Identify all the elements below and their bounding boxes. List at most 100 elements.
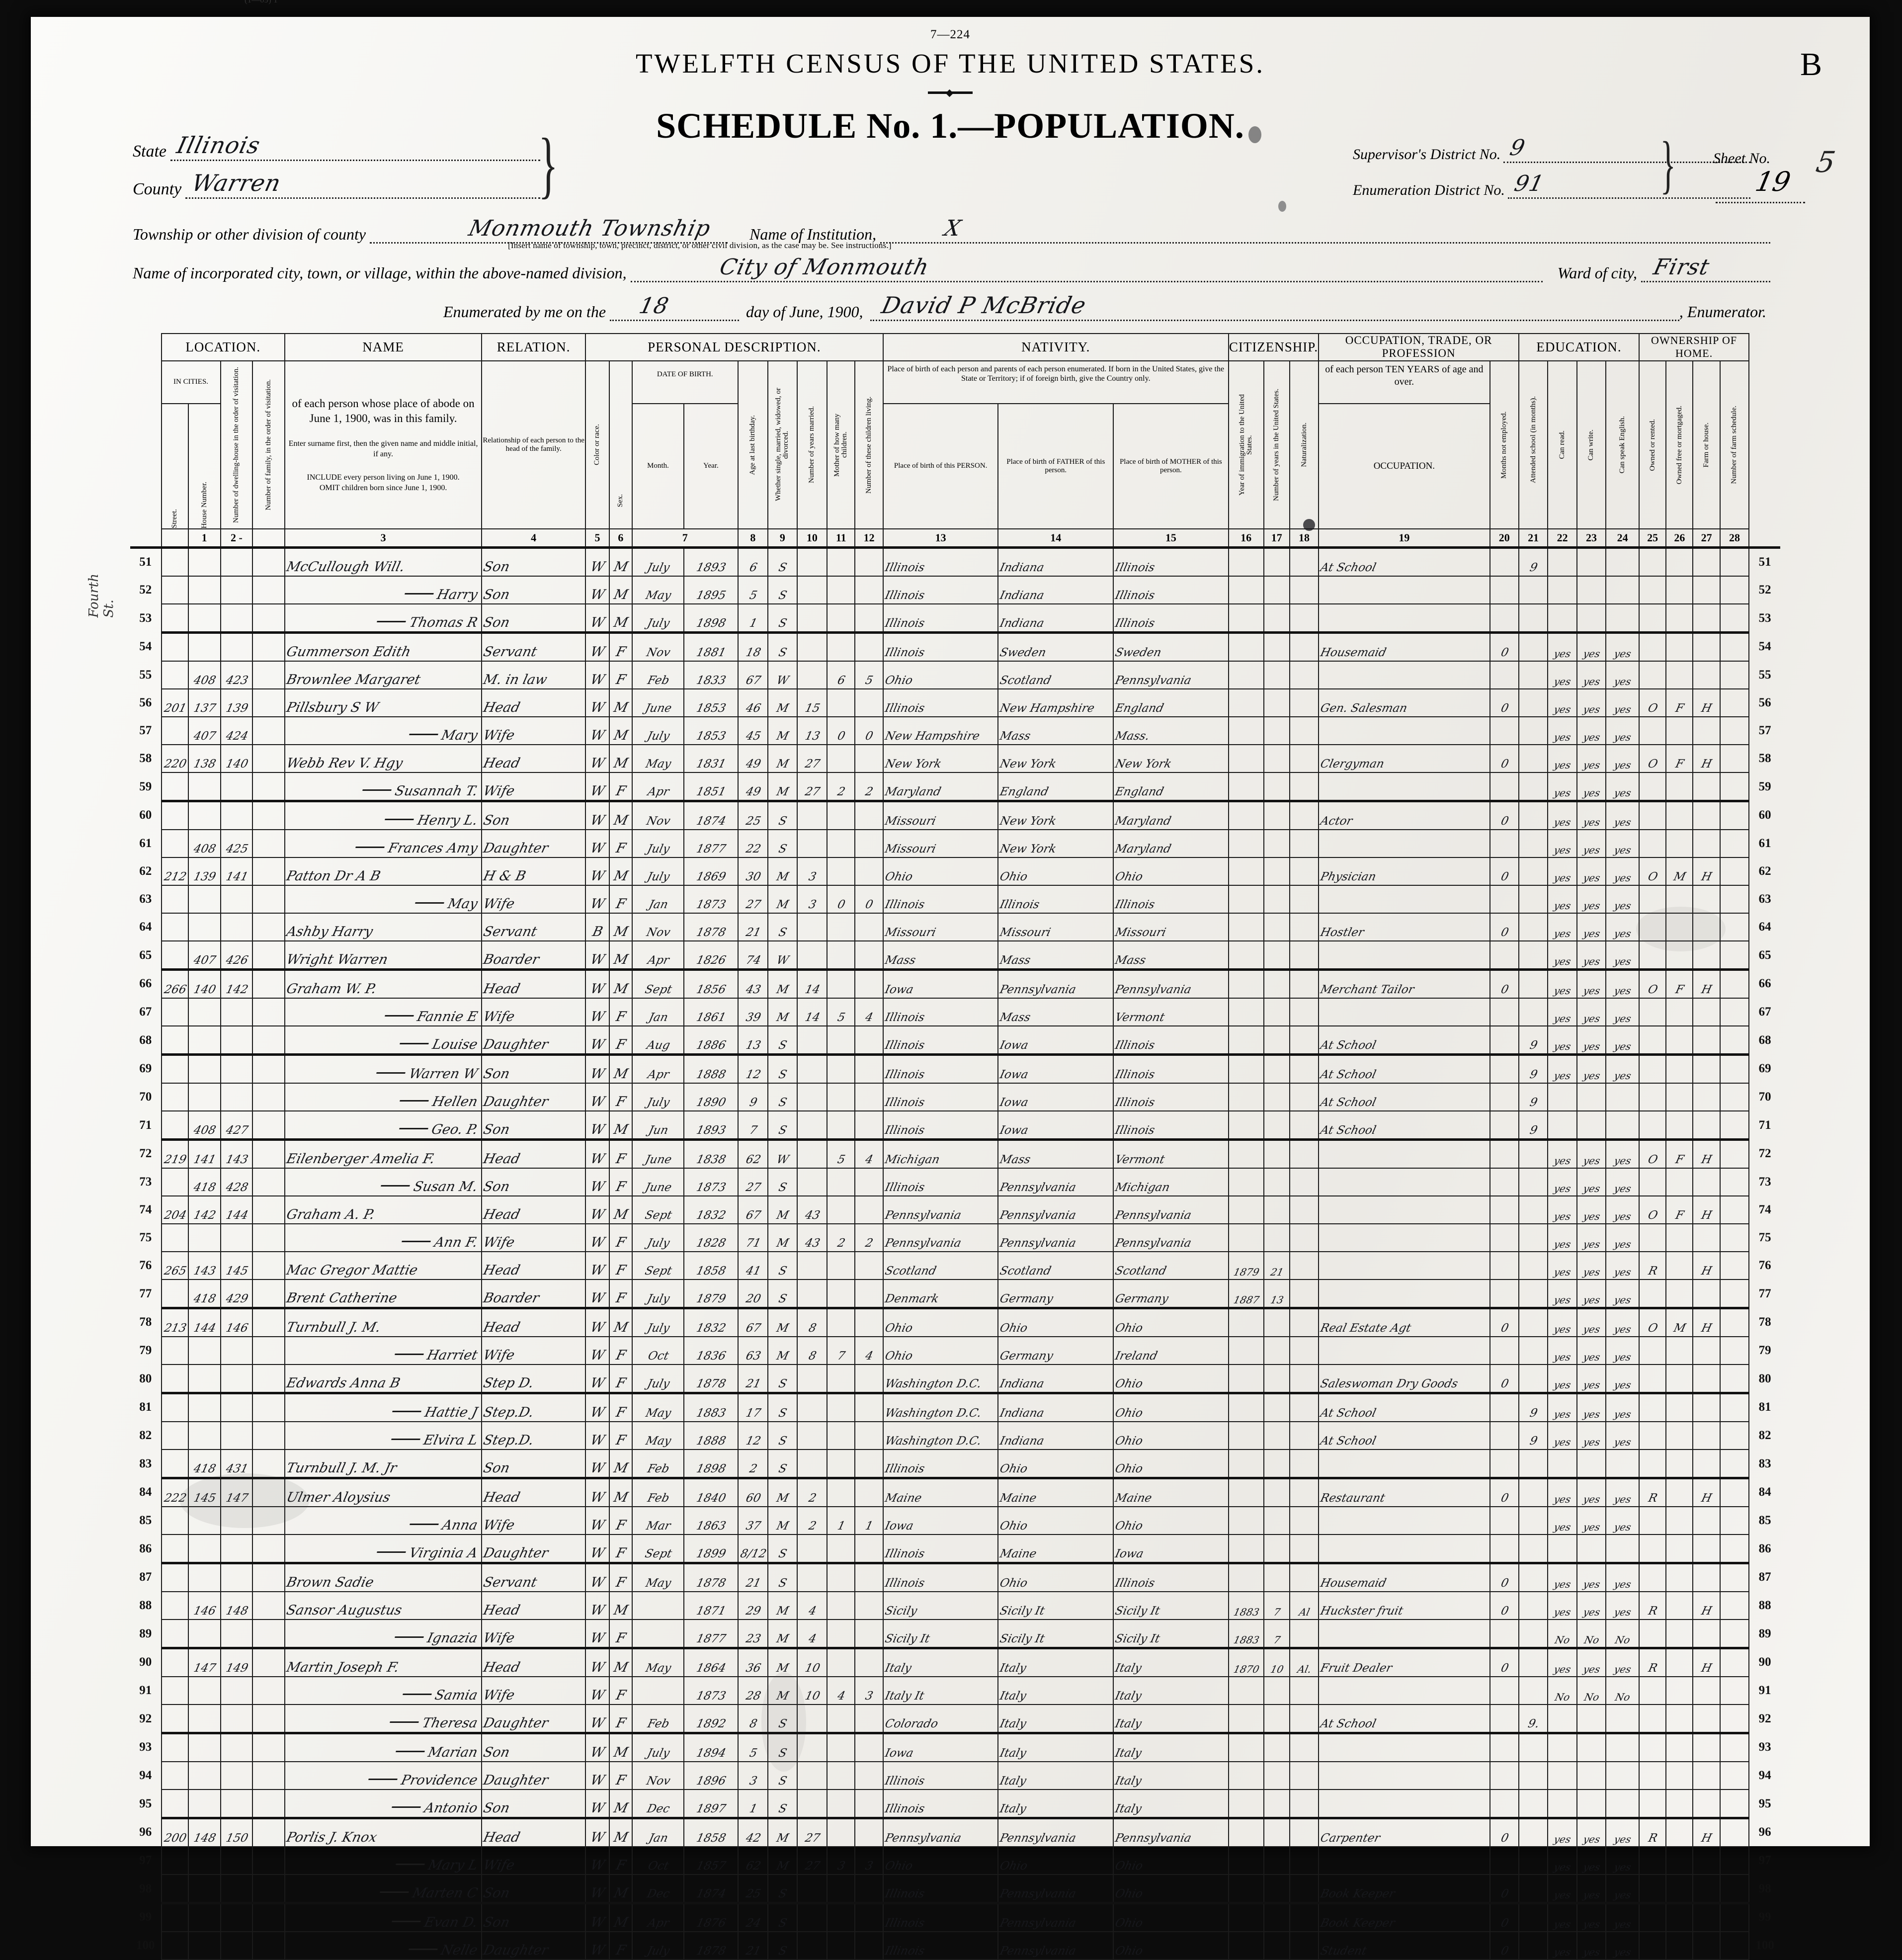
cell-race[interactable]: W [584,1902,610,1932]
cell-age[interactable]: 25 [737,1874,769,1904]
cell-nat[interactable] [1289,1139,1320,1169]
cell-bp[interactable]: Ohio [882,660,999,689]
cell-mon[interactable]: Sept [631,1195,685,1224]
cell-mne[interactable] [1489,1054,1519,1084]
cell-mon[interactable]: Sept [631,969,685,999]
cell-nat[interactable] [1289,1562,1320,1592]
cell-street[interactable]: 265 [161,1251,189,1280]
cell-immig[interactable]: 1879 [1228,1251,1264,1280]
cell-bp[interactable]: Ohio [882,1307,999,1337]
cell-yrsm[interactable]: 4 [796,1619,828,1649]
cell-occ[interactable]: Physician [1318,856,1490,886]
supervisor-district-field[interactable]: Supervisor's District No. 9 [1353,127,1750,163]
cell-immig[interactable] [1228,800,1264,830]
cell-bm[interactable]: Illinois [1113,603,1229,634]
cell-own[interactable] [1638,1223,1667,1252]
cell-moch[interactable] [827,1054,856,1084]
cell-mon[interactable]: July [631,856,685,886]
cell-write[interactable]: yes [1576,1477,1607,1507]
cell-yrsm[interactable]: 14 [796,969,828,999]
cell-sex[interactable]: F [608,1846,633,1875]
cell-nat[interactable] [1289,1846,1320,1875]
cell-own[interactable] [1638,1278,1667,1309]
cell-immig[interactable] [1228,1817,1264,1847]
cell-own[interactable]: O [1638,688,1667,717]
cell-fam[interactable] [252,1110,285,1141]
cell-fh[interactable] [1692,1449,1721,1479]
cell-free[interactable] [1665,575,1694,604]
cell-write[interactable] [1576,1534,1607,1564]
cell-free[interactable] [1665,1874,1694,1904]
cell-own[interactable] [1638,1761,1667,1790]
cell-fs[interactable] [1719,856,1750,886]
table-row[interactable]: 88 146 148 Sansor Augustus Head W M 1871 29 M 4 Sic… [130,1591,1780,1620]
cell-mar[interactable]: M [767,997,798,1026]
cell-fh[interactable] [1692,1278,1721,1309]
cell-rel[interactable]: Wife [481,997,586,1026]
cell-mon[interactable]: May [631,1562,685,1592]
cell-write[interactable]: yes [1576,1167,1607,1196]
cell-yr[interactable]: 1853 [683,716,739,745]
cell-mne[interactable] [1489,1421,1519,1450]
cell-race[interactable]: W [584,1278,610,1309]
cell-sch[interactable] [1518,1506,1549,1535]
cell-sex[interactable]: F [608,1139,633,1169]
table-row[interactable]: 92 Theresa Daughter W F Feb 1892 8 S Colorado Ital… [130,1704,1780,1734]
cell-mar[interactable]: W [767,660,798,689]
cell-nat[interactable] [1289,632,1320,662]
cell-nat[interactable] [1289,1195,1320,1224]
table-row[interactable]: 51 McCullough Will. Son W M July 1893 6 S Illinoi… [130,547,1780,577]
cell-race[interactable]: W [584,1619,610,1649]
cell-yrsus[interactable] [1263,1336,1290,1365]
cell-fam[interactable] [252,829,285,858]
cell-street[interactable] [161,1223,189,1252]
cell-bm[interactable]: Illinois [1113,884,1229,914]
cell-moch[interactable] [827,1363,856,1394]
cell-yr[interactable]: 1881 [683,632,739,662]
cell-own[interactable] [1638,660,1667,689]
cell-moch[interactable] [827,1025,856,1056]
cell-chl[interactable] [854,1251,884,1280]
cell-dwell[interactable] [220,1421,253,1450]
cell-race[interactable]: W [584,1647,610,1677]
cell-sex[interactable]: M [608,575,633,604]
cell-yr[interactable]: 1886 [683,1025,739,1056]
cell-fam[interactable] [252,1195,285,1224]
cell-free[interactable] [1665,1082,1694,1111]
cell-age[interactable]: 21 [737,1363,769,1394]
cell-free[interactable] [1665,829,1694,858]
cell-read[interactable]: yes [1547,1506,1577,1535]
cell-read[interactable]: yes [1547,1846,1577,1875]
table-row[interactable]: 55 408 423 Brownlee Margaret M. in law W F Feb 1… [130,660,1780,689]
cell-fh[interactable] [1692,1054,1721,1084]
cell-moch[interactable] [827,800,856,830]
cell-write[interactable] [1576,1110,1607,1141]
cell-fh[interactable] [1692,575,1721,604]
cell-dwell[interactable] [220,1846,253,1875]
cell-house[interactable] [187,1704,221,1734]
cell-own[interactable] [1638,1167,1667,1196]
cell-fs[interactable] [1719,660,1750,689]
cell-mne[interactable] [1489,1167,1519,1196]
cell-chl[interactable] [854,800,884,830]
cell-yrsm[interactable] [796,1139,828,1169]
cell-free[interactable] [1665,1392,1694,1422]
cell-occ[interactable] [1318,771,1490,802]
cell-house[interactable]: 140 [187,969,221,999]
cell-immig[interactable]: 1870 [1228,1647,1264,1677]
cell-rel[interactable]: Head [481,744,586,773]
cell-speak[interactable]: yes [1605,1392,1640,1422]
cell-fs[interactable] [1719,1676,1750,1705]
cell-race[interactable]: W [584,1817,610,1847]
cell-dwell[interactable] [220,1676,253,1705]
cell-sex[interactable]: F [608,1167,633,1196]
cell-fs[interactable] [1719,1054,1750,1084]
cell-yrsus[interactable] [1263,912,1290,941]
cell-bm[interactable]: Sweden [1113,632,1229,662]
cell-free[interactable] [1665,912,1694,941]
cell-own[interactable] [1638,940,1667,971]
cell-house[interactable]: 144 [187,1307,221,1337]
cell-read[interactable]: No [1547,1676,1577,1705]
cell-yrsus[interactable] [1263,575,1290,604]
cell-yr[interactable]: 1878 [683,1931,739,1960]
